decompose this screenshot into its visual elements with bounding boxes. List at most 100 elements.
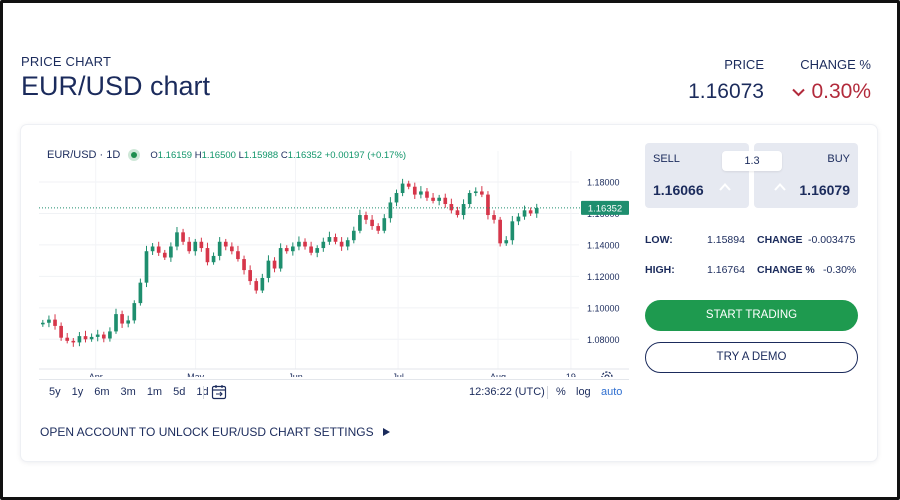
candle-body bbox=[41, 322, 45, 325]
sell-button[interactable]: SELL 1.16066 bbox=[645, 143, 749, 208]
candle-body bbox=[217, 241, 222, 256]
utc-clock: 12:36:22 (UTC) bbox=[469, 386, 545, 398]
candle-body bbox=[284, 248, 289, 252]
y-tick-label: 1.12000 bbox=[587, 272, 620, 282]
candle-body bbox=[345, 240, 350, 247]
y-tick-label: 1.08000 bbox=[587, 335, 620, 345]
candle-body bbox=[156, 246, 161, 253]
high-value: 1.16500 bbox=[201, 149, 236, 161]
candle-body bbox=[230, 246, 234, 252]
candle-body bbox=[370, 219, 374, 227]
auto-scale-button[interactable]: auto bbox=[601, 386, 623, 398]
buy-price: 1.16079 bbox=[799, 182, 850, 198]
candle-body bbox=[303, 241, 307, 247]
range-buttons: 5y 1y 6m 3m 1m 5d 1d bbox=[49, 386, 209, 398]
log-scale-button[interactable]: log bbox=[576, 386, 591, 398]
candle-body bbox=[248, 270, 252, 282]
price-label: PRICE bbox=[724, 57, 764, 72]
candle-body bbox=[467, 193, 472, 205]
candle-body bbox=[83, 336, 88, 340]
percent-scale-button[interactable]: % bbox=[556, 386, 566, 398]
ohlc-readout: O1.16159 H1.16500 L1.15988 C1.16352 +0.0… bbox=[150, 150, 406, 161]
start-trading-button[interactable]: START TRADING bbox=[645, 300, 858, 331]
candle-body bbox=[473, 191, 478, 194]
candle-body bbox=[254, 281, 259, 291]
candle-body bbox=[181, 232, 185, 242]
candle-body bbox=[382, 218, 387, 231]
low-label: LOW: bbox=[645, 234, 673, 246]
candle-body bbox=[95, 334, 100, 337]
try-demo-button[interactable]: TRY A DEMO bbox=[645, 342, 858, 373]
candle-body bbox=[114, 314, 118, 332]
range-1y-button[interactable]: 1y bbox=[71, 386, 84, 398]
page-eyebrow: PRICE CHART bbox=[21, 54, 112, 69]
high-label: HIGH: bbox=[645, 264, 675, 276]
x-tick-label: May bbox=[187, 372, 205, 377]
page-header: PRICE CHART EUR/USD chart PRICE CHANGE %… bbox=[21, 51, 871, 111]
candle-body bbox=[486, 194, 490, 216]
candle-body bbox=[364, 215, 368, 220]
candle-body bbox=[480, 191, 484, 195]
buy-label: BUY bbox=[827, 153, 850, 165]
candle-body bbox=[388, 202, 393, 219]
chart-symbol: EUR/USD · 1D bbox=[47, 149, 121, 161]
x-tick-label: Jul bbox=[392, 372, 404, 377]
candle-body bbox=[400, 183, 405, 194]
candle-body bbox=[53, 319, 57, 326]
candle-body bbox=[266, 260, 271, 278]
candle-body bbox=[47, 319, 51, 323]
gear-icon[interactable] bbox=[601, 371, 613, 377]
x-tick-label: Jun bbox=[288, 372, 303, 377]
range-3m-button[interactable]: 3m bbox=[120, 386, 136, 398]
ohlc-change: +0.00197 (+0.17%) bbox=[324, 149, 407, 161]
range-5y-button[interactable]: 5y bbox=[49, 386, 61, 398]
candle-body bbox=[77, 336, 82, 343]
page-title: EUR/USD chart bbox=[21, 71, 211, 101]
stats-table: LOW: 1.15894 CHANGE -0.003475 HIGH: 1.16… bbox=[645, 234, 858, 294]
range-5d-button[interactable]: 5d bbox=[173, 386, 186, 398]
price-chart[interactable]: 1.180001.160001.140001.120001.100001.080… bbox=[39, 145, 631, 395]
candle-body bbox=[120, 314, 124, 324]
candle-body bbox=[71, 340, 76, 343]
candle-body bbox=[406, 183, 411, 187]
candle-body bbox=[425, 191, 429, 198]
range-1d-button[interactable]: 1d bbox=[196, 386, 208, 398]
x-tick-label: Apr bbox=[89, 372, 103, 377]
candle-body bbox=[150, 246, 155, 252]
high-value: 1.16764 bbox=[707, 264, 745, 276]
candle-body bbox=[272, 260, 277, 269]
chevron-up-icon bbox=[719, 183, 731, 191]
candle-body bbox=[461, 204, 466, 216]
toolbar-divider-2 bbox=[547, 386, 548, 399]
y-tick-label: 1.10000 bbox=[587, 303, 620, 313]
chart-canvas[interactable]: 1.180001.160001.140001.120001.100001.080… bbox=[39, 145, 631, 377]
candle-body bbox=[498, 219, 502, 244]
change-percent-stat-value: -0.30% bbox=[823, 264, 857, 276]
sell-buy-widget: SELL 1.16066 BUY 1.16079 1.3 bbox=[645, 143, 858, 208]
open-value: 1.16159 bbox=[157, 149, 193, 161]
chart-legend: EUR/USD · 1D O1.16159 H1.16500 L1.15988 … bbox=[47, 149, 406, 161]
play-right-icon bbox=[382, 428, 390, 436]
high-label: H bbox=[194, 149, 202, 161]
candle-body bbox=[492, 215, 496, 220]
range-6m-button[interactable]: 6m bbox=[94, 386, 110, 398]
change-percent-text: 0.30% bbox=[811, 80, 871, 103]
candle-body bbox=[144, 251, 149, 283]
candle-body bbox=[522, 210, 527, 217]
candle-body bbox=[412, 186, 417, 195]
candle-body bbox=[516, 216, 521, 222]
candle-body bbox=[175, 232, 179, 247]
chevron-up-icon bbox=[774, 183, 786, 191]
unlock-settings-link[interactable]: OPEN ACCOUNT TO UNLOCK EUR/USD CHART SET… bbox=[40, 425, 391, 439]
change-percent-value: 0.30% bbox=[792, 80, 871, 104]
candle-body bbox=[339, 241, 344, 247]
range-1m-button[interactable]: 1m bbox=[146, 386, 163, 398]
candle-body bbox=[126, 320, 131, 324]
candle-body bbox=[108, 331, 112, 339]
candle-body bbox=[510, 221, 515, 241]
toolbar-divider bbox=[203, 386, 204, 399]
calendar-icon[interactable] bbox=[211, 384, 227, 400]
candle-body bbox=[278, 248, 283, 269]
candle-body bbox=[351, 230, 356, 241]
